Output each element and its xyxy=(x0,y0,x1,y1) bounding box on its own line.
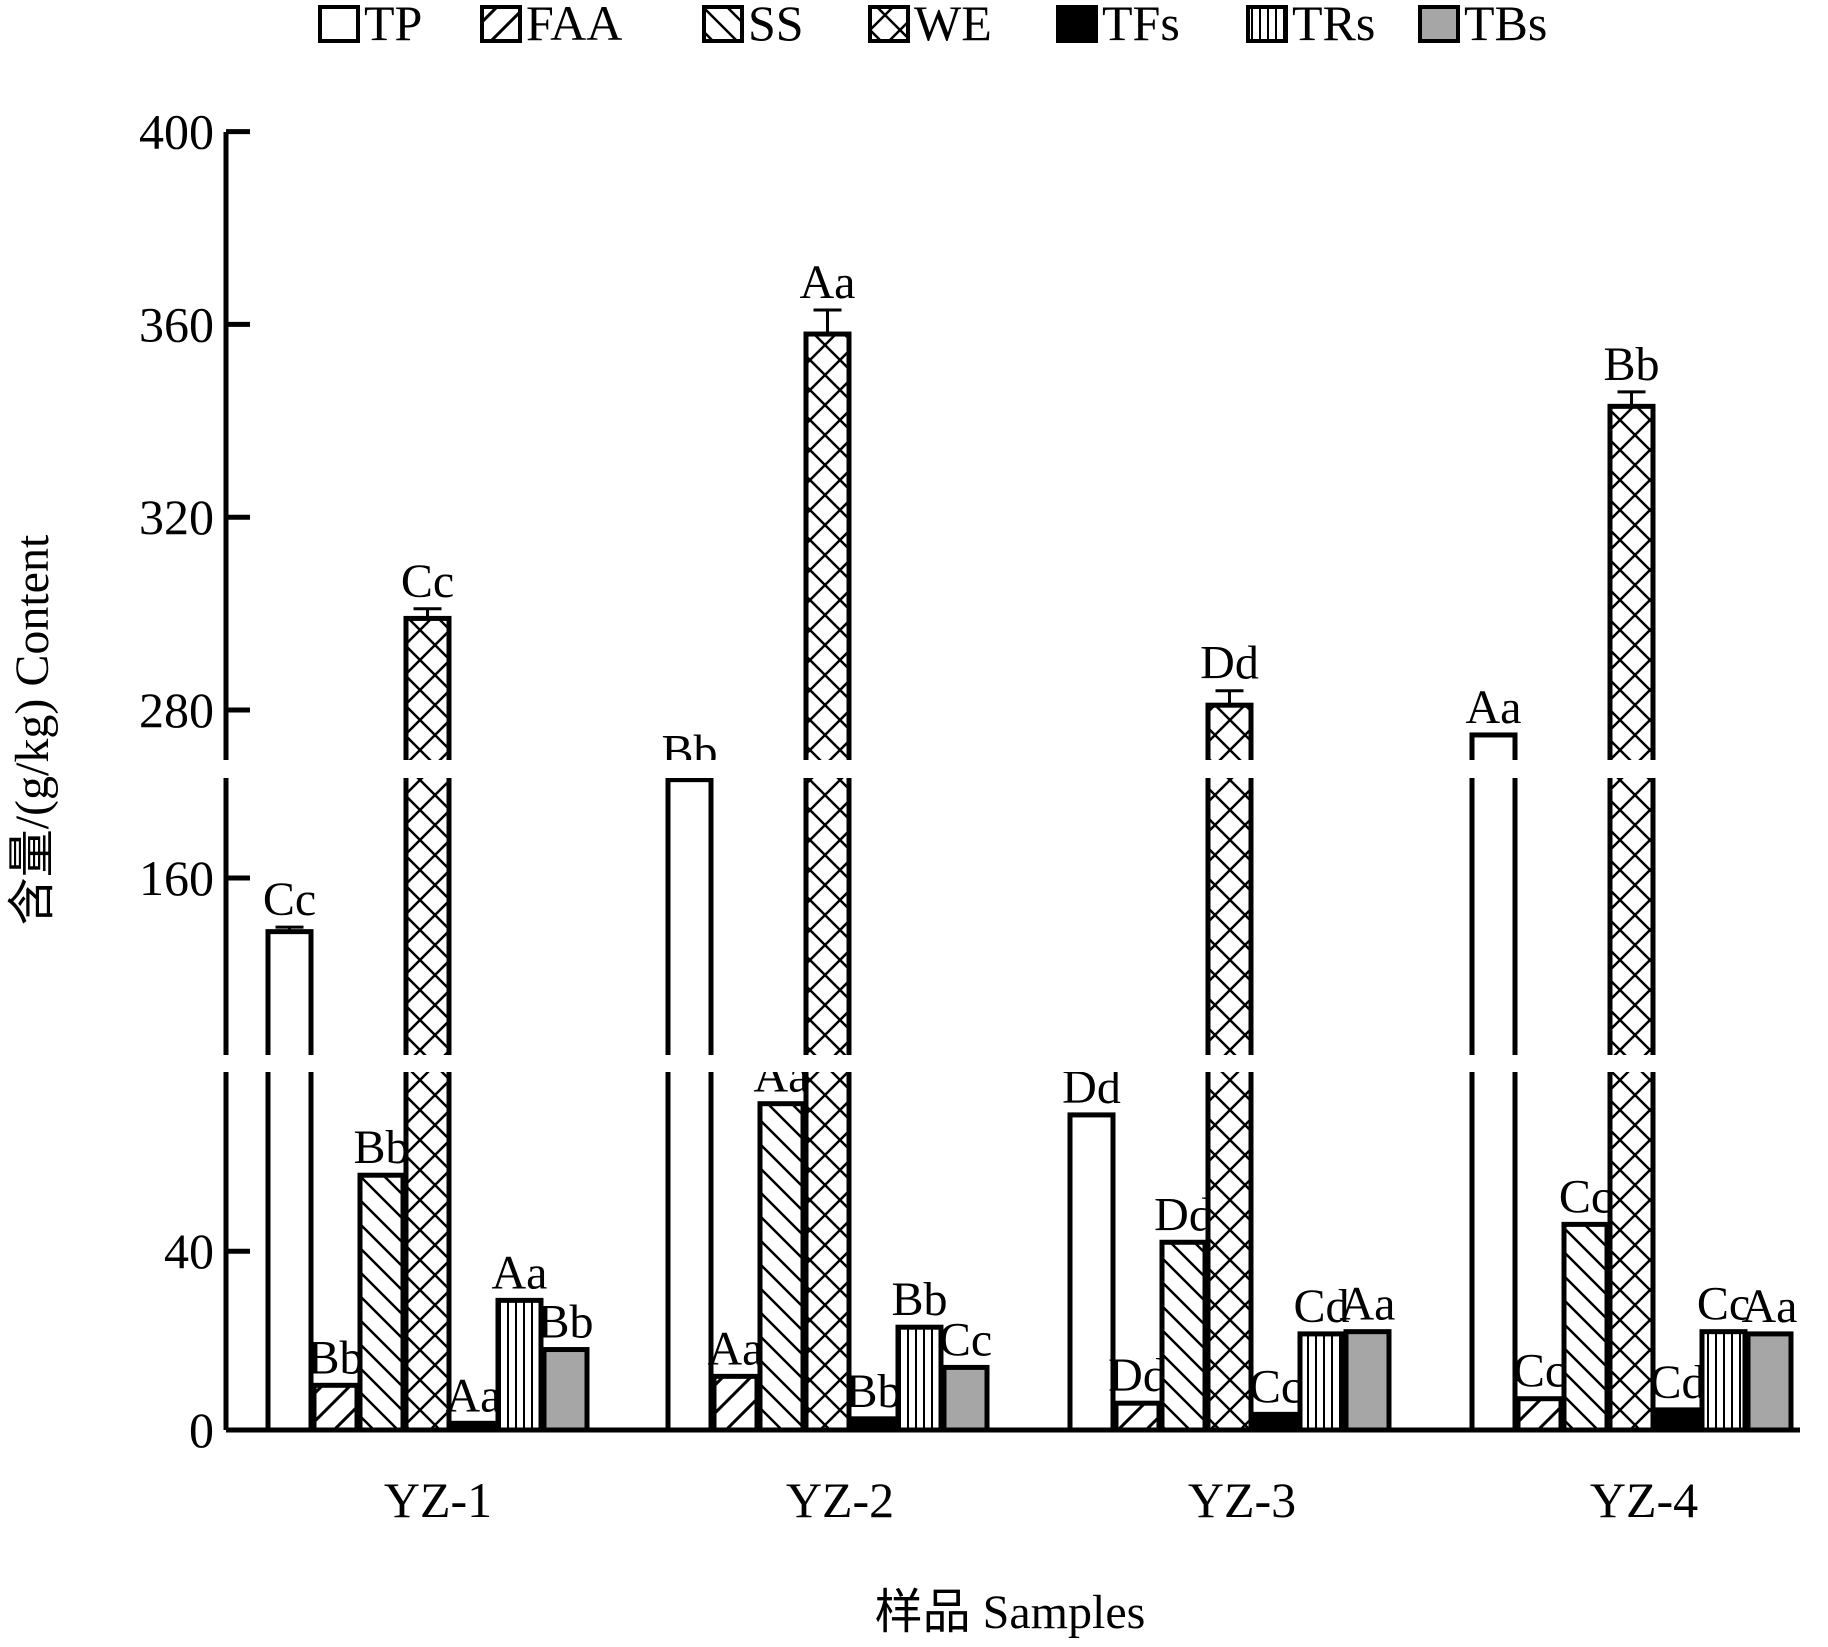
legend-swatch-we xyxy=(868,5,910,43)
y-tick-label: 0 xyxy=(189,1402,214,1458)
bar-ss-yz-2 xyxy=(757,1101,806,1433)
legend-swatch-tp xyxy=(318,5,360,43)
y-axis-title: 含量/(g/kg) Content xyxy=(6,534,59,925)
bar-tbs-yz-2 xyxy=(941,1364,990,1433)
bar-trs-yz-3 xyxy=(1297,1331,1346,1433)
bar-faa-yz-4 xyxy=(1515,1396,1564,1433)
legend-swatch-ss xyxy=(702,5,744,43)
legend-label-ss: SS xyxy=(748,0,804,51)
significance-label: Aa xyxy=(800,256,856,309)
bar-trs-yz-4 xyxy=(1699,1329,1748,1433)
significance-label: Aa xyxy=(1340,1278,1396,1331)
significance-label: Aa xyxy=(1466,681,1522,734)
legend: TP FAA SS WE TFs TRs TBs xyxy=(318,0,1547,51)
bar-tbs-yz-3 xyxy=(1343,1329,1392,1433)
legend-label-tp: TP xyxy=(364,0,422,51)
x-category-label: YZ-3 xyxy=(1188,1472,1296,1528)
significance-label: Cc xyxy=(939,1313,992,1366)
significance-label: Cd xyxy=(1293,1280,1349,1333)
bar-faa-yz-1 xyxy=(311,1382,360,1433)
legend-label-tbs: TBs xyxy=(1464,0,1547,51)
axis-break-gap-2 xyxy=(200,1055,1820,1072)
x-category-label: YZ-1 xyxy=(384,1472,492,1528)
x-category-label: YZ-4 xyxy=(1590,1472,1698,1528)
bar-tbs-yz-4 xyxy=(1745,1331,1794,1433)
legend-swatch-tbs xyxy=(1418,5,1460,43)
significance-label: Cc xyxy=(1559,1170,1612,1223)
bar-we-yz-4 xyxy=(1607,403,1656,1433)
y-tick-label: 400 xyxy=(139,104,214,160)
bar-trs-yz-2 xyxy=(895,1324,944,1433)
significance-label: Bb xyxy=(1603,338,1659,391)
significance-label: Cc xyxy=(401,555,454,608)
x-axis-title: 样品 Samples xyxy=(875,1586,1146,1639)
bar-tp-yz-1 xyxy=(265,929,314,1433)
significance-label: Cc xyxy=(263,873,316,926)
x-axis-categories: YZ-1 YZ-2 YZ-3 YZ-4 xyxy=(384,1472,1698,1528)
significance-label: Aa xyxy=(492,1246,548,1299)
significance-label: Bb xyxy=(353,1121,409,1174)
bar-tp-yz-2 xyxy=(665,777,714,1433)
legend-swatch-tfs xyxy=(1056,5,1098,43)
significance-label: Bb xyxy=(537,1296,593,1349)
bar-tp-yz-4 xyxy=(1469,732,1518,1433)
y-tick-label: 360 xyxy=(139,296,214,352)
significance-label: Cc xyxy=(1513,1345,1566,1398)
significance-label: Aa xyxy=(1742,1280,1798,1333)
significance-label: Aa xyxy=(708,1322,764,1375)
significance-label: Cc xyxy=(1249,1360,1302,1413)
bar-tp-yz-3 xyxy=(1067,1112,1116,1433)
significance-label: Cc xyxy=(1697,1278,1750,1331)
legend-swatch-trs xyxy=(1246,5,1288,43)
legend-label-faa: FAA xyxy=(526,0,622,51)
y-tick-label: 320 xyxy=(139,489,214,545)
legend-label-trs: TRs xyxy=(1292,0,1375,51)
bar-ss-yz-3 xyxy=(1159,1239,1208,1433)
significance-label: Cd xyxy=(1649,1356,1705,1409)
y-tick-label: 40 xyxy=(164,1223,214,1279)
significance-label: Aa xyxy=(446,1369,502,1422)
y-tick-label: 160 xyxy=(139,850,214,906)
bar-faa-yz-3 xyxy=(1113,1400,1162,1433)
bar-ss-yz-1 xyxy=(357,1172,406,1433)
y-tick-label: 280 xyxy=(139,682,214,738)
bar-we-yz-2 xyxy=(803,331,852,1433)
significance-label: Bb xyxy=(307,1331,363,1384)
legend-label-we: WE xyxy=(914,0,992,51)
legend-swatch-faa xyxy=(480,5,522,43)
bar-tbs-yz-1 xyxy=(541,1347,590,1433)
x-category-label: YZ-2 xyxy=(786,1472,894,1528)
significance-label: Dd xyxy=(1200,637,1259,690)
bar-faa-yz-2 xyxy=(711,1373,760,1433)
legend-label-tfs: TFs xyxy=(1102,0,1180,51)
bar-we-yz-1 xyxy=(403,615,452,1433)
bar-trs-yz-1 xyxy=(495,1297,544,1433)
significance-label: Bb xyxy=(845,1365,901,1418)
y-axis: 0 40 160 280 320 360 400 xyxy=(139,104,1800,1458)
axis-break-gap-1 xyxy=(200,760,1820,778)
significance-label: Bb xyxy=(891,1273,947,1326)
bar-ss-yz-4 xyxy=(1561,1221,1610,1433)
bar-tfs-yz-4 xyxy=(1653,1407,1702,1433)
significance-label: Dd xyxy=(1154,1188,1213,1241)
significance-label: Dd xyxy=(1108,1349,1167,1402)
